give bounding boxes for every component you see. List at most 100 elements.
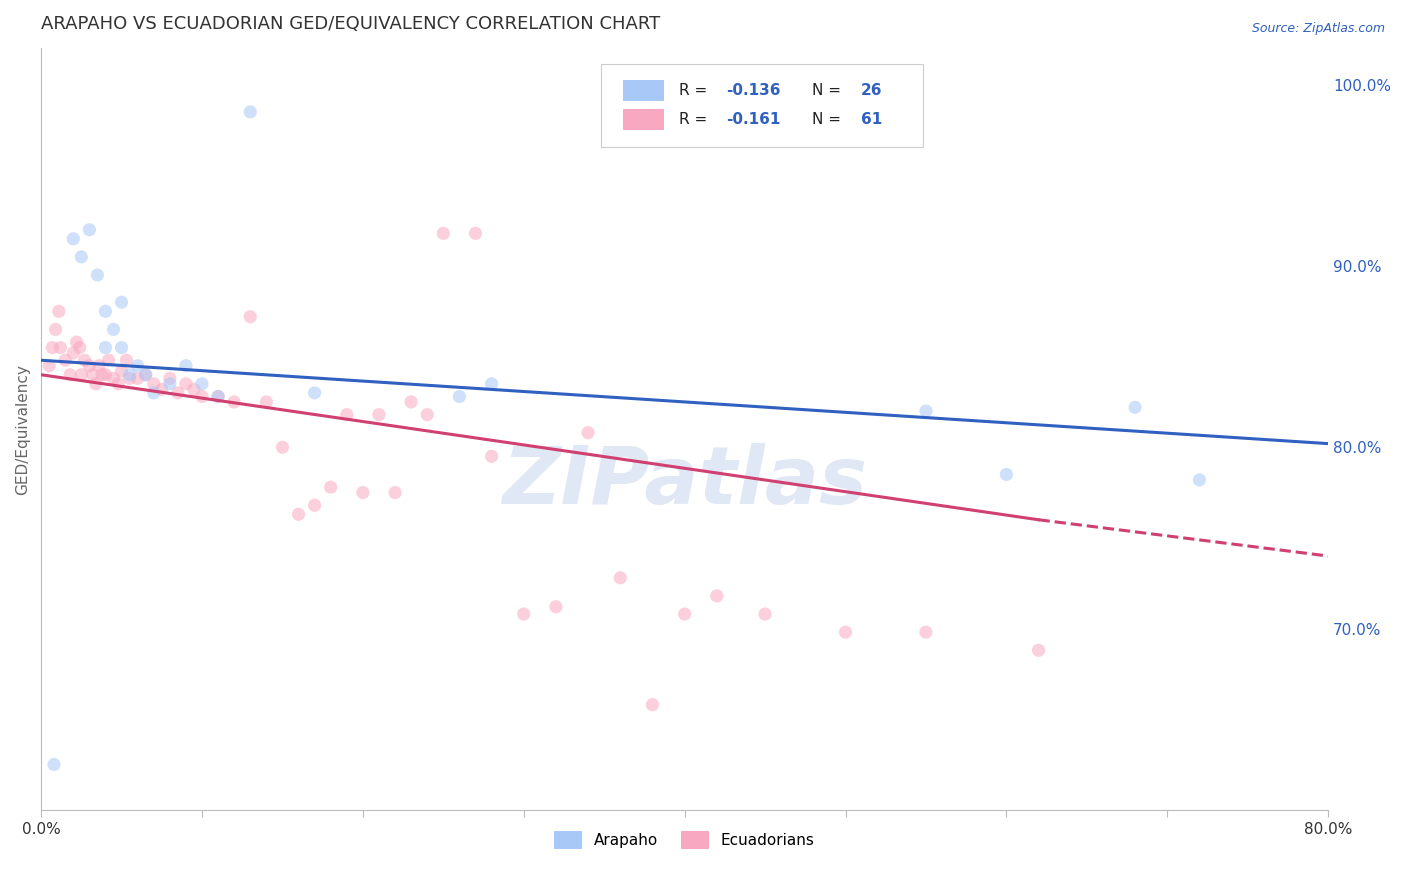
Point bbox=[103, 371, 125, 385]
Text: N =: N = bbox=[813, 83, 846, 98]
Point bbox=[69, 341, 91, 355]
Point bbox=[915, 625, 938, 640]
Point bbox=[207, 389, 229, 403]
Text: R =: R = bbox=[679, 83, 713, 98]
Point bbox=[174, 376, 197, 391]
Point bbox=[94, 368, 117, 382]
Point bbox=[207, 389, 229, 403]
Point bbox=[110, 341, 132, 355]
Text: 61: 61 bbox=[860, 112, 882, 127]
Point bbox=[191, 389, 214, 403]
Point bbox=[254, 395, 277, 409]
Point bbox=[159, 376, 181, 391]
FancyBboxPatch shape bbox=[600, 63, 922, 147]
Point bbox=[73, 353, 96, 368]
Point bbox=[754, 607, 776, 621]
Point bbox=[86, 268, 108, 282]
Text: N =: N = bbox=[813, 112, 846, 127]
Point bbox=[62, 232, 84, 246]
Point bbox=[449, 389, 471, 403]
Point bbox=[53, 353, 76, 368]
Point bbox=[544, 599, 567, 614]
Point bbox=[49, 341, 72, 355]
Text: 26: 26 bbox=[860, 83, 883, 98]
Text: ZIPatlas: ZIPatlas bbox=[502, 443, 868, 522]
Point bbox=[641, 698, 664, 712]
Point bbox=[336, 408, 359, 422]
Point bbox=[62, 346, 84, 360]
Point bbox=[94, 304, 117, 318]
Point bbox=[45, 322, 67, 336]
Point bbox=[319, 480, 342, 494]
Point bbox=[142, 376, 165, 391]
Point bbox=[384, 485, 406, 500]
Point bbox=[87, 359, 110, 373]
Point bbox=[94, 341, 117, 355]
Point bbox=[287, 508, 309, 522]
Point bbox=[416, 408, 439, 422]
Point bbox=[107, 376, 129, 391]
Point bbox=[673, 607, 696, 621]
Point bbox=[70, 368, 93, 382]
Point bbox=[110, 364, 132, 378]
Point bbox=[97, 353, 120, 368]
Point bbox=[110, 295, 132, 310]
Legend: Arapaho, Ecuadorians: Arapaho, Ecuadorians bbox=[548, 824, 821, 855]
Text: ARAPAHO VS ECUADORIAN GED/EQUIVALENCY CORRELATION CHART: ARAPAHO VS ECUADORIAN GED/EQUIVALENCY CO… bbox=[41, 15, 661, 33]
Point bbox=[127, 359, 149, 373]
Point bbox=[183, 382, 205, 396]
Point bbox=[1028, 643, 1050, 657]
Point bbox=[239, 310, 262, 324]
Point bbox=[481, 450, 503, 464]
Point bbox=[70, 250, 93, 264]
Point bbox=[150, 382, 173, 396]
Point bbox=[65, 335, 87, 350]
Point bbox=[166, 385, 188, 400]
Point bbox=[118, 371, 141, 385]
Bar bbox=[623, 109, 664, 130]
Text: -0.161: -0.161 bbox=[725, 112, 780, 127]
Point bbox=[38, 359, 60, 373]
Point bbox=[915, 404, 938, 418]
Text: -0.136: -0.136 bbox=[725, 83, 780, 98]
Point bbox=[174, 359, 197, 373]
Point bbox=[59, 368, 82, 382]
Point bbox=[42, 757, 65, 772]
Point bbox=[79, 359, 101, 373]
Point bbox=[576, 425, 599, 440]
Point bbox=[79, 223, 101, 237]
Point bbox=[352, 485, 374, 500]
Point bbox=[41, 341, 63, 355]
Point bbox=[513, 607, 536, 621]
Point bbox=[609, 571, 631, 585]
Point bbox=[1123, 401, 1146, 415]
Text: R =: R = bbox=[679, 112, 713, 127]
Y-axis label: GED/Equivalency: GED/Equivalency bbox=[15, 364, 30, 494]
Point bbox=[481, 376, 503, 391]
Point bbox=[706, 589, 728, 603]
Point bbox=[432, 227, 454, 241]
Point bbox=[239, 104, 262, 119]
Point bbox=[84, 376, 107, 391]
Bar bbox=[623, 79, 664, 101]
Point bbox=[271, 440, 294, 454]
Point bbox=[995, 467, 1018, 482]
Point bbox=[103, 322, 125, 336]
Point bbox=[91, 368, 114, 382]
Point bbox=[142, 385, 165, 400]
Point bbox=[127, 371, 149, 385]
Point bbox=[118, 368, 141, 382]
Point bbox=[48, 304, 70, 318]
Point bbox=[191, 376, 214, 391]
Point bbox=[1188, 473, 1211, 487]
Point bbox=[464, 227, 486, 241]
Point bbox=[834, 625, 856, 640]
Point bbox=[224, 395, 246, 409]
Point bbox=[159, 371, 181, 385]
Point bbox=[82, 368, 104, 382]
Point bbox=[135, 368, 157, 382]
Point bbox=[135, 368, 157, 382]
Point bbox=[368, 408, 391, 422]
Point bbox=[399, 395, 422, 409]
Text: Source: ZipAtlas.com: Source: ZipAtlas.com bbox=[1251, 22, 1385, 36]
